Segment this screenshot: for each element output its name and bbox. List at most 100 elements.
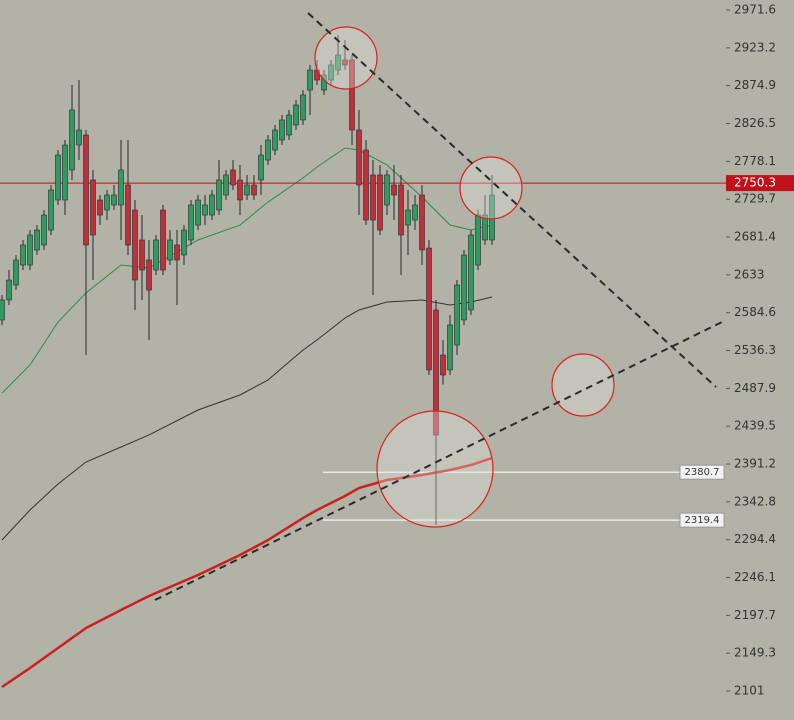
candle-body <box>188 204 194 241</box>
candle-body <box>265 139 271 161</box>
highlight-circle <box>376 410 494 528</box>
candle-body <box>41 214 47 246</box>
price-label-box <box>726 175 794 192</box>
y-tick-label: 2826.5 <box>734 116 776 130</box>
candle-body <box>209 194 215 216</box>
candle-body <box>6 279 12 301</box>
trendline <box>154 321 723 601</box>
y-tick-label: 2584.6 <box>734 305 776 319</box>
candle-body <box>272 129 278 151</box>
y-tick-label: 2729.7 <box>734 192 776 206</box>
y-tick-label: 2971.6 <box>734 3 776 17</box>
candle-body <box>62 144 68 201</box>
candle-body <box>223 174 229 196</box>
candle-body <box>419 194 425 251</box>
candle-body <box>69 109 75 171</box>
candle-body <box>384 174 390 206</box>
candle-body <box>202 204 208 216</box>
moving-average <box>1 456 493 689</box>
candle-body <box>167 239 173 261</box>
candle-body <box>90 179 96 236</box>
candle-body <box>55 154 61 201</box>
highlight-circle <box>314 26 378 90</box>
y-tick-label: 2923.2 <box>734 40 776 54</box>
candle-body <box>293 104 299 126</box>
y-tick-label: 2342.8 <box>734 494 776 508</box>
candle-body <box>97 199 103 216</box>
y-tick-label: 2149.3 <box>734 646 776 660</box>
candle-body <box>398 184 404 236</box>
candle-body <box>258 154 264 181</box>
trendlines <box>154 12 723 601</box>
y-tick-label: 2294.4 <box>734 532 776 546</box>
y-tick-label: 2101 <box>734 683 765 697</box>
candle-body <box>489 194 495 241</box>
candle-body <box>160 209 166 271</box>
candle-body <box>83 134 89 246</box>
trendline <box>307 12 717 388</box>
highlight-circle <box>551 353 615 417</box>
candle-body <box>349 59 355 131</box>
y-tick-label: 2197.7 <box>734 608 776 622</box>
y-tick-label: 2391.2 <box>734 456 776 470</box>
candle-body <box>454 284 460 346</box>
candle-body <box>363 149 369 221</box>
y-tick-label: 2487.9 <box>734 381 776 395</box>
candle-body <box>125 184 131 246</box>
candle-body <box>447 324 453 371</box>
y-tick-label: 2246.1 <box>734 570 776 584</box>
candle-body <box>279 119 285 141</box>
candle-body <box>251 184 257 196</box>
candle-body <box>300 94 306 121</box>
candle-body <box>370 174 376 221</box>
candle-body <box>181 229 187 256</box>
candle-body <box>132 209 138 281</box>
level-label: 2319.4 <box>685 515 720 526</box>
annotations <box>314 26 615 528</box>
candle-body <box>174 244 180 261</box>
candle-body <box>335 54 341 71</box>
level-label: 2380.7 <box>685 467 720 478</box>
y-tick-label: 2778.1 <box>734 154 776 168</box>
candle-body <box>356 129 362 186</box>
moving-average <box>1 147 493 394</box>
candle-body <box>153 239 159 271</box>
candle-body <box>328 64 334 81</box>
candle-body <box>426 247 432 371</box>
candle-body <box>433 309 439 436</box>
y-tick-label: 2536.3 <box>734 343 776 357</box>
candle-body <box>27 234 33 266</box>
candle-body <box>13 259 19 286</box>
candle-body <box>34 229 40 251</box>
candle-body <box>20 244 26 266</box>
y-tick-label: 2439.5 <box>734 419 776 433</box>
candle-body <box>146 259 152 291</box>
candle-body <box>48 189 54 231</box>
candle-body <box>440 354 446 376</box>
candle-body <box>104 194 110 211</box>
candle-body <box>286 114 292 136</box>
candle-body <box>475 214 481 266</box>
candle-body <box>412 204 418 221</box>
candle-body <box>237 179 243 201</box>
candle-body <box>244 184 250 196</box>
candle-body <box>405 209 411 226</box>
level-label-box <box>679 512 725 528</box>
candle-body <box>307 69 313 91</box>
candle-body <box>391 184 397 196</box>
candle-body <box>139 239 145 271</box>
candle-body <box>461 254 467 321</box>
plot-area <box>0 34 726 689</box>
candle-body <box>118 169 124 206</box>
price-axis: 2971.6 2923.2 2874.9 2826.5 2778.1 2729.7 2681… <box>679 3 794 697</box>
candle-body <box>230 169 236 186</box>
candle-body <box>111 194 117 206</box>
candle-body <box>377 174 383 231</box>
level-label-box <box>679 464 725 480</box>
y-tick-label: 2874.9 <box>734 78 776 92</box>
candle-body <box>216 179 222 211</box>
highlight-circle <box>459 156 523 220</box>
